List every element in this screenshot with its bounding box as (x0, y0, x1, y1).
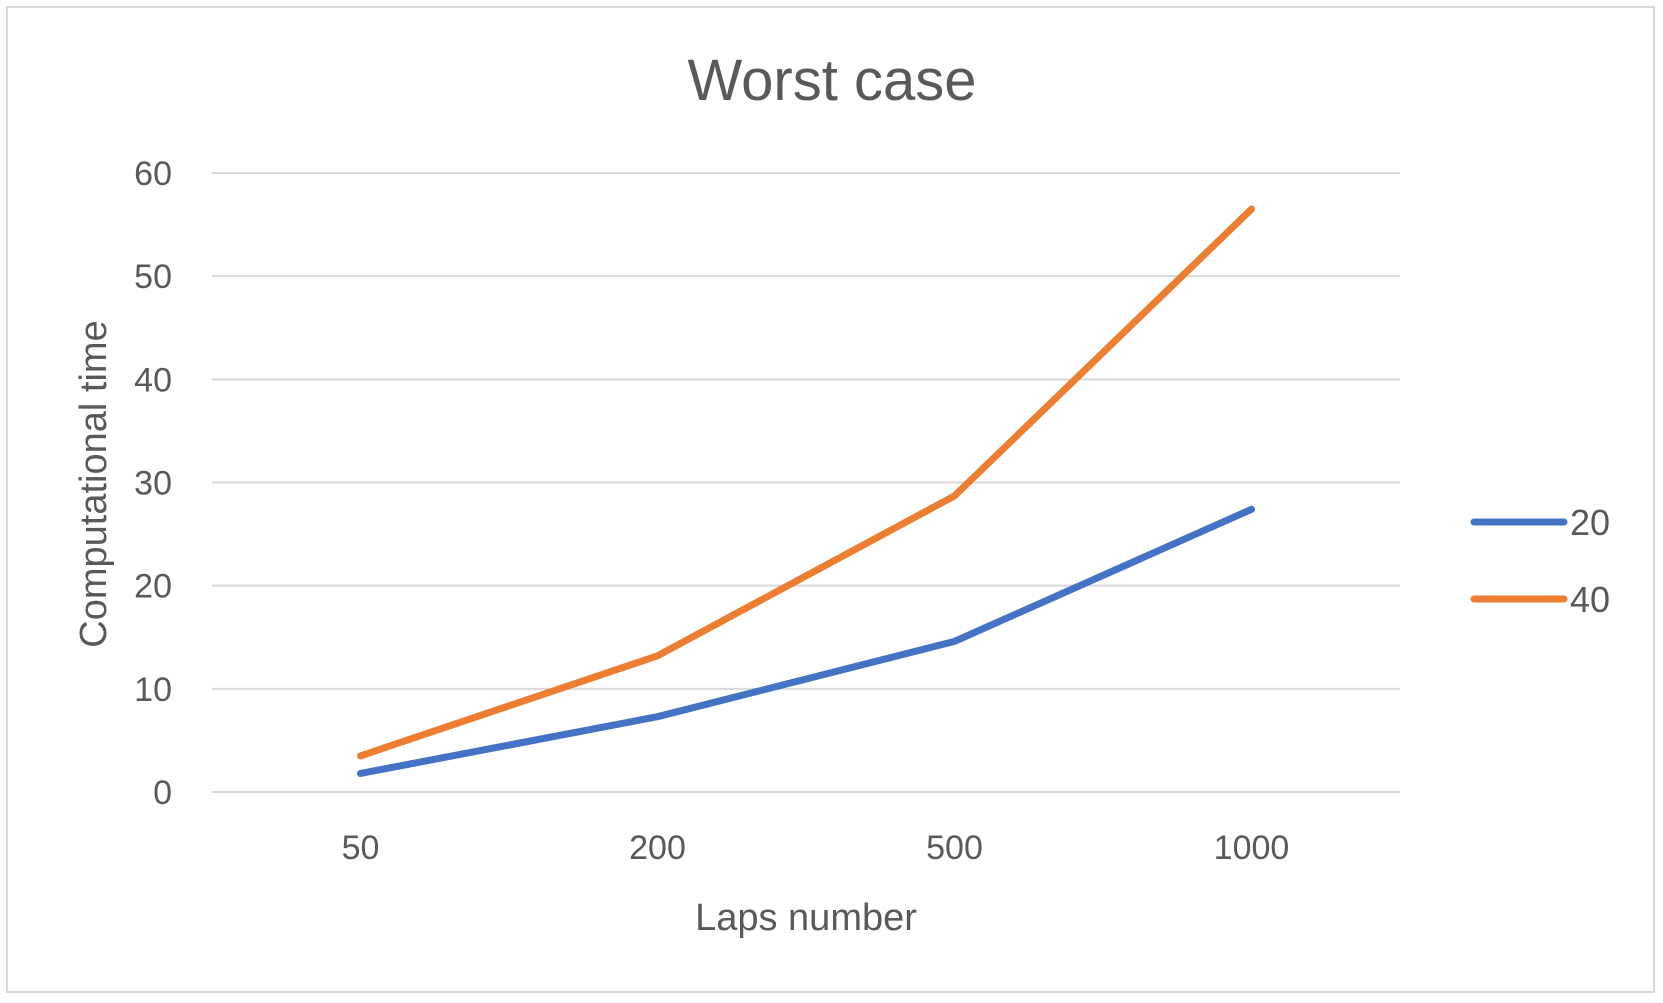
y-axis-title: Computational time (73, 320, 115, 647)
y-tick-label: 40 (134, 361, 172, 399)
x-tick-label: 200 (629, 829, 686, 867)
x-tick-label: 500 (926, 829, 983, 867)
y-tick-label: 0 (153, 774, 172, 812)
legend-label-40: 40 (1570, 579, 1610, 620)
y-tick-label: 60 (134, 155, 172, 193)
gridlines (212, 172, 1400, 793)
x-axis-title: Laps number (695, 897, 917, 939)
y-tick-label: 50 (134, 258, 172, 296)
chart-title: Worst case (687, 48, 976, 113)
series-line-20 (357, 505, 1255, 777)
y-tick-label: 20 (134, 568, 172, 606)
y-axis-tick-labels: 0 10 20 30 40 50 60 (134, 155, 172, 812)
x-axis-tick-labels: 50 200 500 1000 (342, 829, 1290, 867)
x-tick-label: 1000 (1214, 829, 1290, 867)
y-tick-label: 10 (134, 671, 172, 709)
y-tick-label: 30 (134, 465, 172, 503)
chart-frame (6, 6, 1655, 993)
series-lines (357, 205, 1255, 777)
series-line-40 (357, 205, 1255, 760)
x-tick-label: 50 (342, 829, 380, 867)
legend-label-20: 20 (1570, 502, 1610, 543)
